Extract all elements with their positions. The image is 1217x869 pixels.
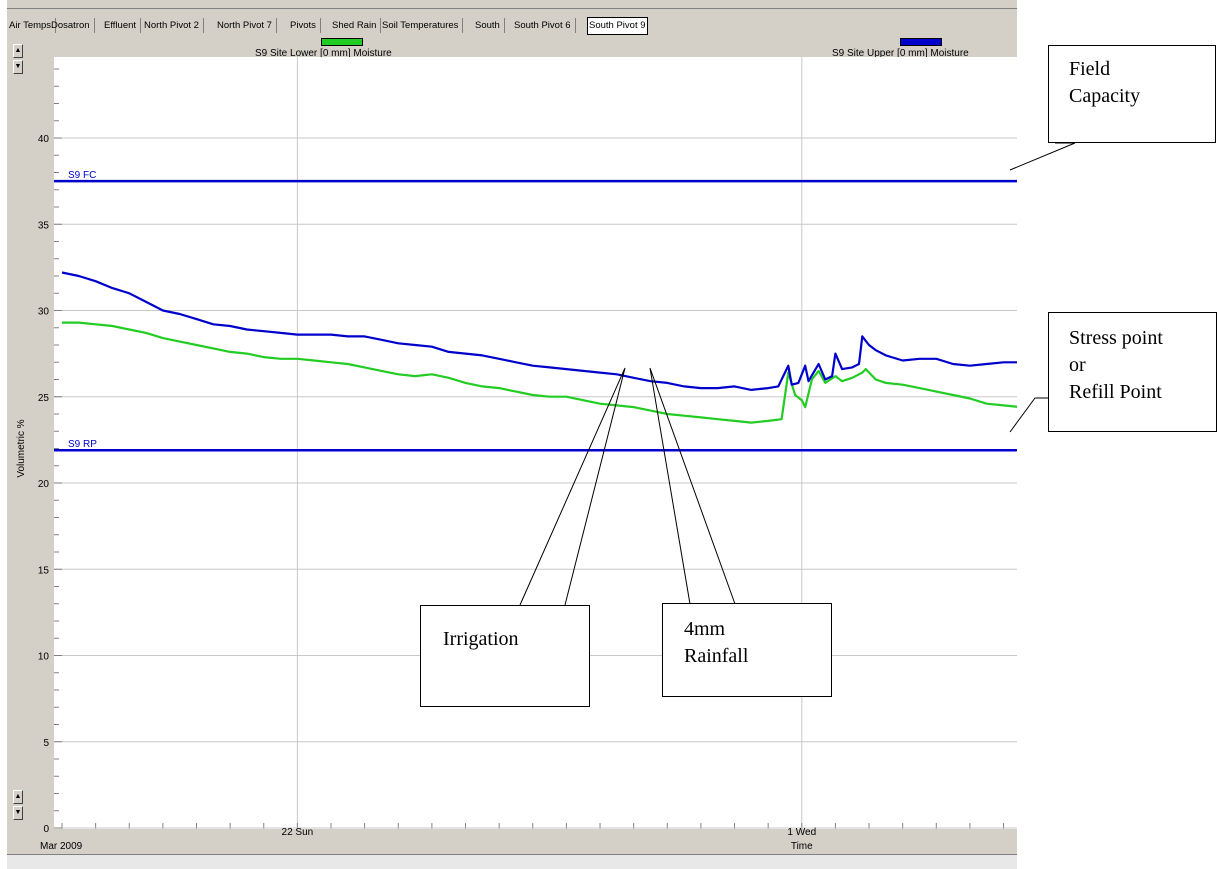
tab-effluent[interactable]: Effluent — [104, 18, 142, 33]
window-edge — [7, 8, 1017, 9]
stress-point-line3: Refill Point — [1069, 381, 1162, 403]
legend-label-upper: S9 Site Upper [0 mm] Moisture — [832, 48, 969, 59]
irrigation-label: Irrigation — [443, 628, 519, 650]
tab-south-pivot-6[interactable]: South Pivot 6 — [514, 18, 576, 33]
scroll-up-button[interactable]: ▲ — [13, 44, 23, 58]
scroll-down-button[interactable]: ▼ — [13, 60, 23, 74]
stress-point-line1: Stress point — [1069, 327, 1163, 349]
tab-dosatron[interactable]: Dosatron — [51, 18, 95, 33]
stress-point-line2: or — [1069, 354, 1086, 376]
scroll-up-bottom-button[interactable]: ▲ — [13, 790, 23, 804]
legend-label-lower: S9 Site Lower [0 mm] Moisture — [255, 48, 392, 59]
rainfall-line1: 4mm — [684, 618, 726, 640]
field-capacity-line1: Field — [1069, 58, 1111, 80]
irrigation-callout: Irrigation — [420, 605, 590, 707]
rainfall-line2: Rainfall — [684, 645, 749, 667]
tab-shed-rain[interactable]: Shed Rain — [332, 18, 382, 33]
tab-strip: Air Temps Dosatron Effluent North Pivot 2 No… — [7, 14, 1017, 35]
field-capacity-callout: Field Capacity — [1048, 45, 1216, 143]
rainfall-callout: 4mm Rainfall — [662, 603, 832, 697]
tab-north-pivot-7[interactable]: North Pivot 7 — [217, 18, 277, 33]
tab-north-pivot-2[interactable]: North Pivot 2 — [144, 18, 204, 33]
series-line-lower — [62, 321, 1051, 424]
tab-pivots[interactable]: Pivots — [290, 18, 321, 33]
field-capacity-line2: Capacity — [1069, 85, 1141, 107]
tab-soil-temperatures[interactable]: Soil Temperatures — [382, 18, 464, 33]
legend-swatch-lower — [321, 38, 363, 46]
legend-swatch-upper — [900, 38, 942, 46]
stress-point-callout: Stress point or Refill Point — [1048, 312, 1217, 432]
scroll-down-bottom-button[interactable]: ▼ — [13, 806, 23, 820]
tab-air-temps[interactable]: Air Temps — [9, 18, 57, 33]
tab-south-pivot-9[interactable]: South Pivot 9 — [587, 17, 648, 35]
tab-south[interactable]: South — [475, 18, 505, 33]
series-line-upper — [61, 271, 1051, 391]
reference-line-label: S9 FC — [68, 170, 96, 181]
horizontal-scrollbar[interactable] — [7, 854, 1017, 869]
reference-line-label: S9 RP — [68, 439, 97, 450]
